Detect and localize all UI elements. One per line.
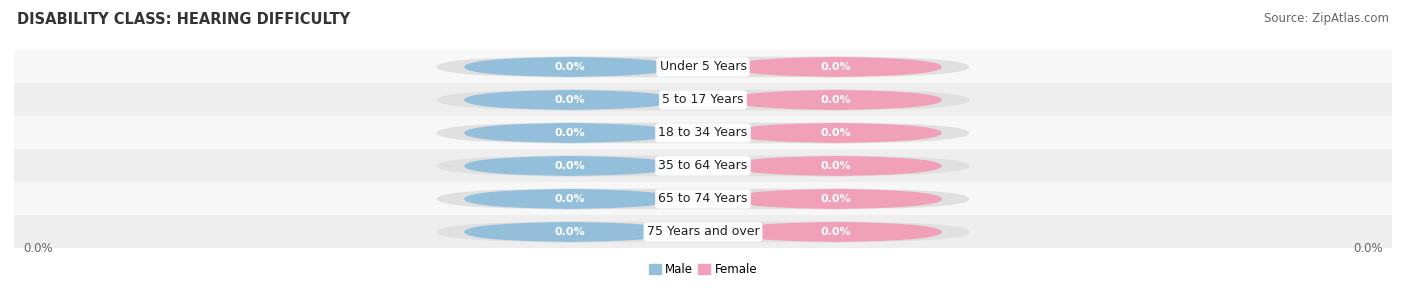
FancyBboxPatch shape [731, 123, 942, 143]
Legend: Male, Female: Male, Female [644, 258, 762, 280]
FancyBboxPatch shape [437, 222, 969, 242]
Text: Source: ZipAtlas.com: Source: ZipAtlas.com [1264, 12, 1389, 25]
Text: 0.0%: 0.0% [821, 194, 852, 204]
FancyBboxPatch shape [437, 123, 969, 143]
Text: 0.0%: 0.0% [821, 128, 852, 138]
Text: Under 5 Years: Under 5 Years [659, 60, 747, 74]
FancyBboxPatch shape [14, 117, 1392, 149]
Text: 0.0%: 0.0% [554, 161, 585, 171]
FancyBboxPatch shape [731, 189, 942, 209]
Text: 0.0%: 0.0% [554, 194, 585, 204]
Text: 0.0%: 0.0% [554, 227, 585, 237]
FancyBboxPatch shape [464, 222, 675, 242]
Text: 0.0%: 0.0% [554, 95, 585, 105]
Text: 0.0%: 0.0% [821, 62, 852, 72]
FancyBboxPatch shape [731, 222, 942, 242]
FancyBboxPatch shape [14, 182, 1392, 215]
FancyBboxPatch shape [437, 57, 969, 77]
Text: 0.0%: 0.0% [1353, 242, 1382, 255]
FancyBboxPatch shape [14, 215, 1392, 249]
Text: 65 to 74 Years: 65 to 74 Years [658, 192, 748, 206]
FancyBboxPatch shape [464, 90, 675, 110]
FancyBboxPatch shape [464, 156, 675, 176]
Text: 75 Years and over: 75 Years and over [647, 225, 759, 239]
Text: 5 to 17 Years: 5 to 17 Years [662, 93, 744, 106]
Text: 35 to 64 Years: 35 to 64 Years [658, 160, 748, 172]
Text: 0.0%: 0.0% [554, 128, 585, 138]
FancyBboxPatch shape [437, 189, 969, 209]
FancyBboxPatch shape [464, 123, 675, 143]
Text: 0.0%: 0.0% [821, 95, 852, 105]
FancyBboxPatch shape [14, 149, 1392, 182]
FancyBboxPatch shape [464, 57, 675, 77]
Text: 0.0%: 0.0% [821, 227, 852, 237]
FancyBboxPatch shape [731, 90, 942, 110]
FancyBboxPatch shape [437, 90, 969, 110]
Text: 0.0%: 0.0% [24, 242, 53, 255]
FancyBboxPatch shape [437, 156, 969, 176]
Text: DISABILITY CLASS: HEARING DIFFICULTY: DISABILITY CLASS: HEARING DIFFICULTY [17, 12, 350, 27]
FancyBboxPatch shape [14, 50, 1392, 84]
Text: 18 to 34 Years: 18 to 34 Years [658, 127, 748, 139]
Text: 0.0%: 0.0% [821, 161, 852, 171]
FancyBboxPatch shape [464, 189, 675, 209]
FancyBboxPatch shape [14, 84, 1392, 117]
FancyBboxPatch shape [731, 57, 942, 77]
Text: 0.0%: 0.0% [554, 62, 585, 72]
FancyBboxPatch shape [731, 156, 942, 176]
